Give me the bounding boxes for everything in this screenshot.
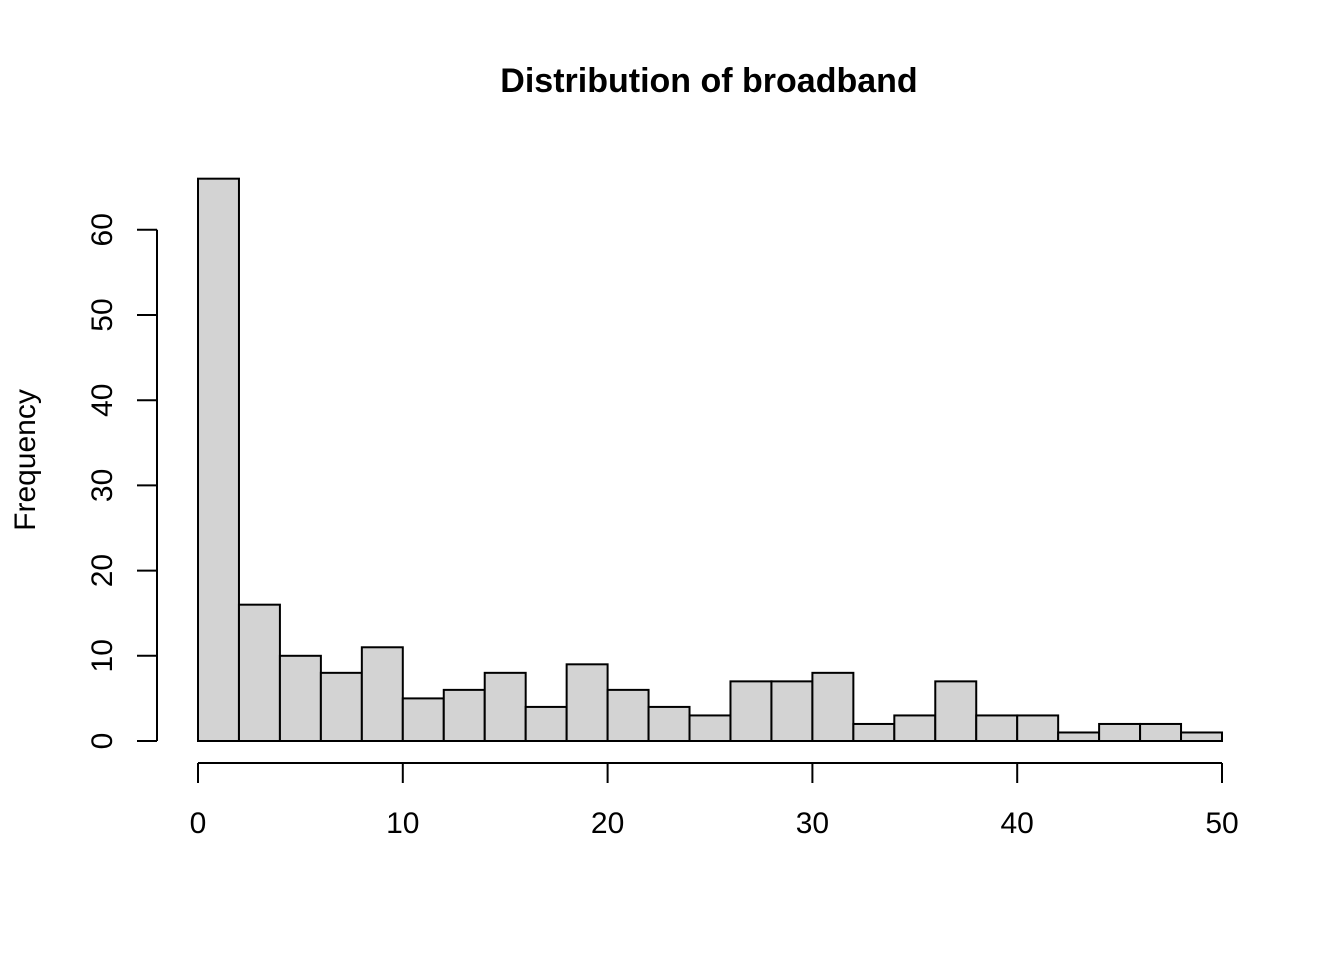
y-tick-label: 30 — [86, 469, 119, 502]
y-axis-label: Frequency — [9, 389, 42, 531]
x-axis: 0 10 20 30 40 50 — [190, 762, 1239, 840]
histogram-bar — [1098, 722, 1142, 743]
x-tick-label: 30 — [796, 807, 829, 840]
histogram-bar — [1057, 731, 1101, 742]
x-tick-label: 40 — [1001, 807, 1034, 840]
y-tick-label: 60 — [86, 213, 119, 246]
histogram-bar — [483, 671, 527, 743]
histogram-bar — [975, 714, 1019, 743]
histogram-bar — [1016, 714, 1060, 743]
y-tick-label: 0 — [86, 733, 119, 750]
histogram-bar — [197, 177, 240, 742]
y-tick-label: 50 — [86, 298, 119, 331]
x-tick-label: 50 — [1205, 807, 1238, 840]
histogram-bars — [197, 177, 1224, 743]
y-tick-label: 40 — [86, 384, 119, 417]
histogram-bar — [565, 663, 609, 743]
histogram-bar — [360, 646, 404, 743]
histogram-bar — [278, 654, 322, 742]
histogram-bar — [319, 671, 363, 743]
histogram-bar — [811, 671, 855, 743]
histogram-bar — [401, 697, 445, 743]
histogram-bar — [893, 714, 937, 743]
histogram-bar — [688, 714, 732, 743]
y-tick-label: 10 — [86, 639, 119, 672]
histogram-bar — [606, 688, 650, 743]
y-tick-label: 20 — [86, 554, 119, 587]
histogram-bar — [852, 722, 896, 743]
histogram-bar — [1139, 722, 1183, 743]
histogram-bar — [1180, 731, 1224, 742]
histogram-bar — [770, 680, 814, 742]
histogram-bar — [237, 603, 281, 742]
x-tick-label: 10 — [386, 807, 419, 840]
x-tick-label: 20 — [591, 807, 624, 840]
chart-title: Distribution of broadband — [500, 62, 917, 100]
histogram-bar — [647, 705, 691, 742]
histogram-bar — [442, 688, 486, 743]
x-tick-label: 0 — [190, 807, 207, 840]
histogram-bar — [524, 705, 568, 742]
y-axis: 0 10 20 30 40 50 60 — [86, 213, 158, 750]
histogram-bar — [729, 680, 773, 742]
histogram-bar — [934, 680, 978, 742]
